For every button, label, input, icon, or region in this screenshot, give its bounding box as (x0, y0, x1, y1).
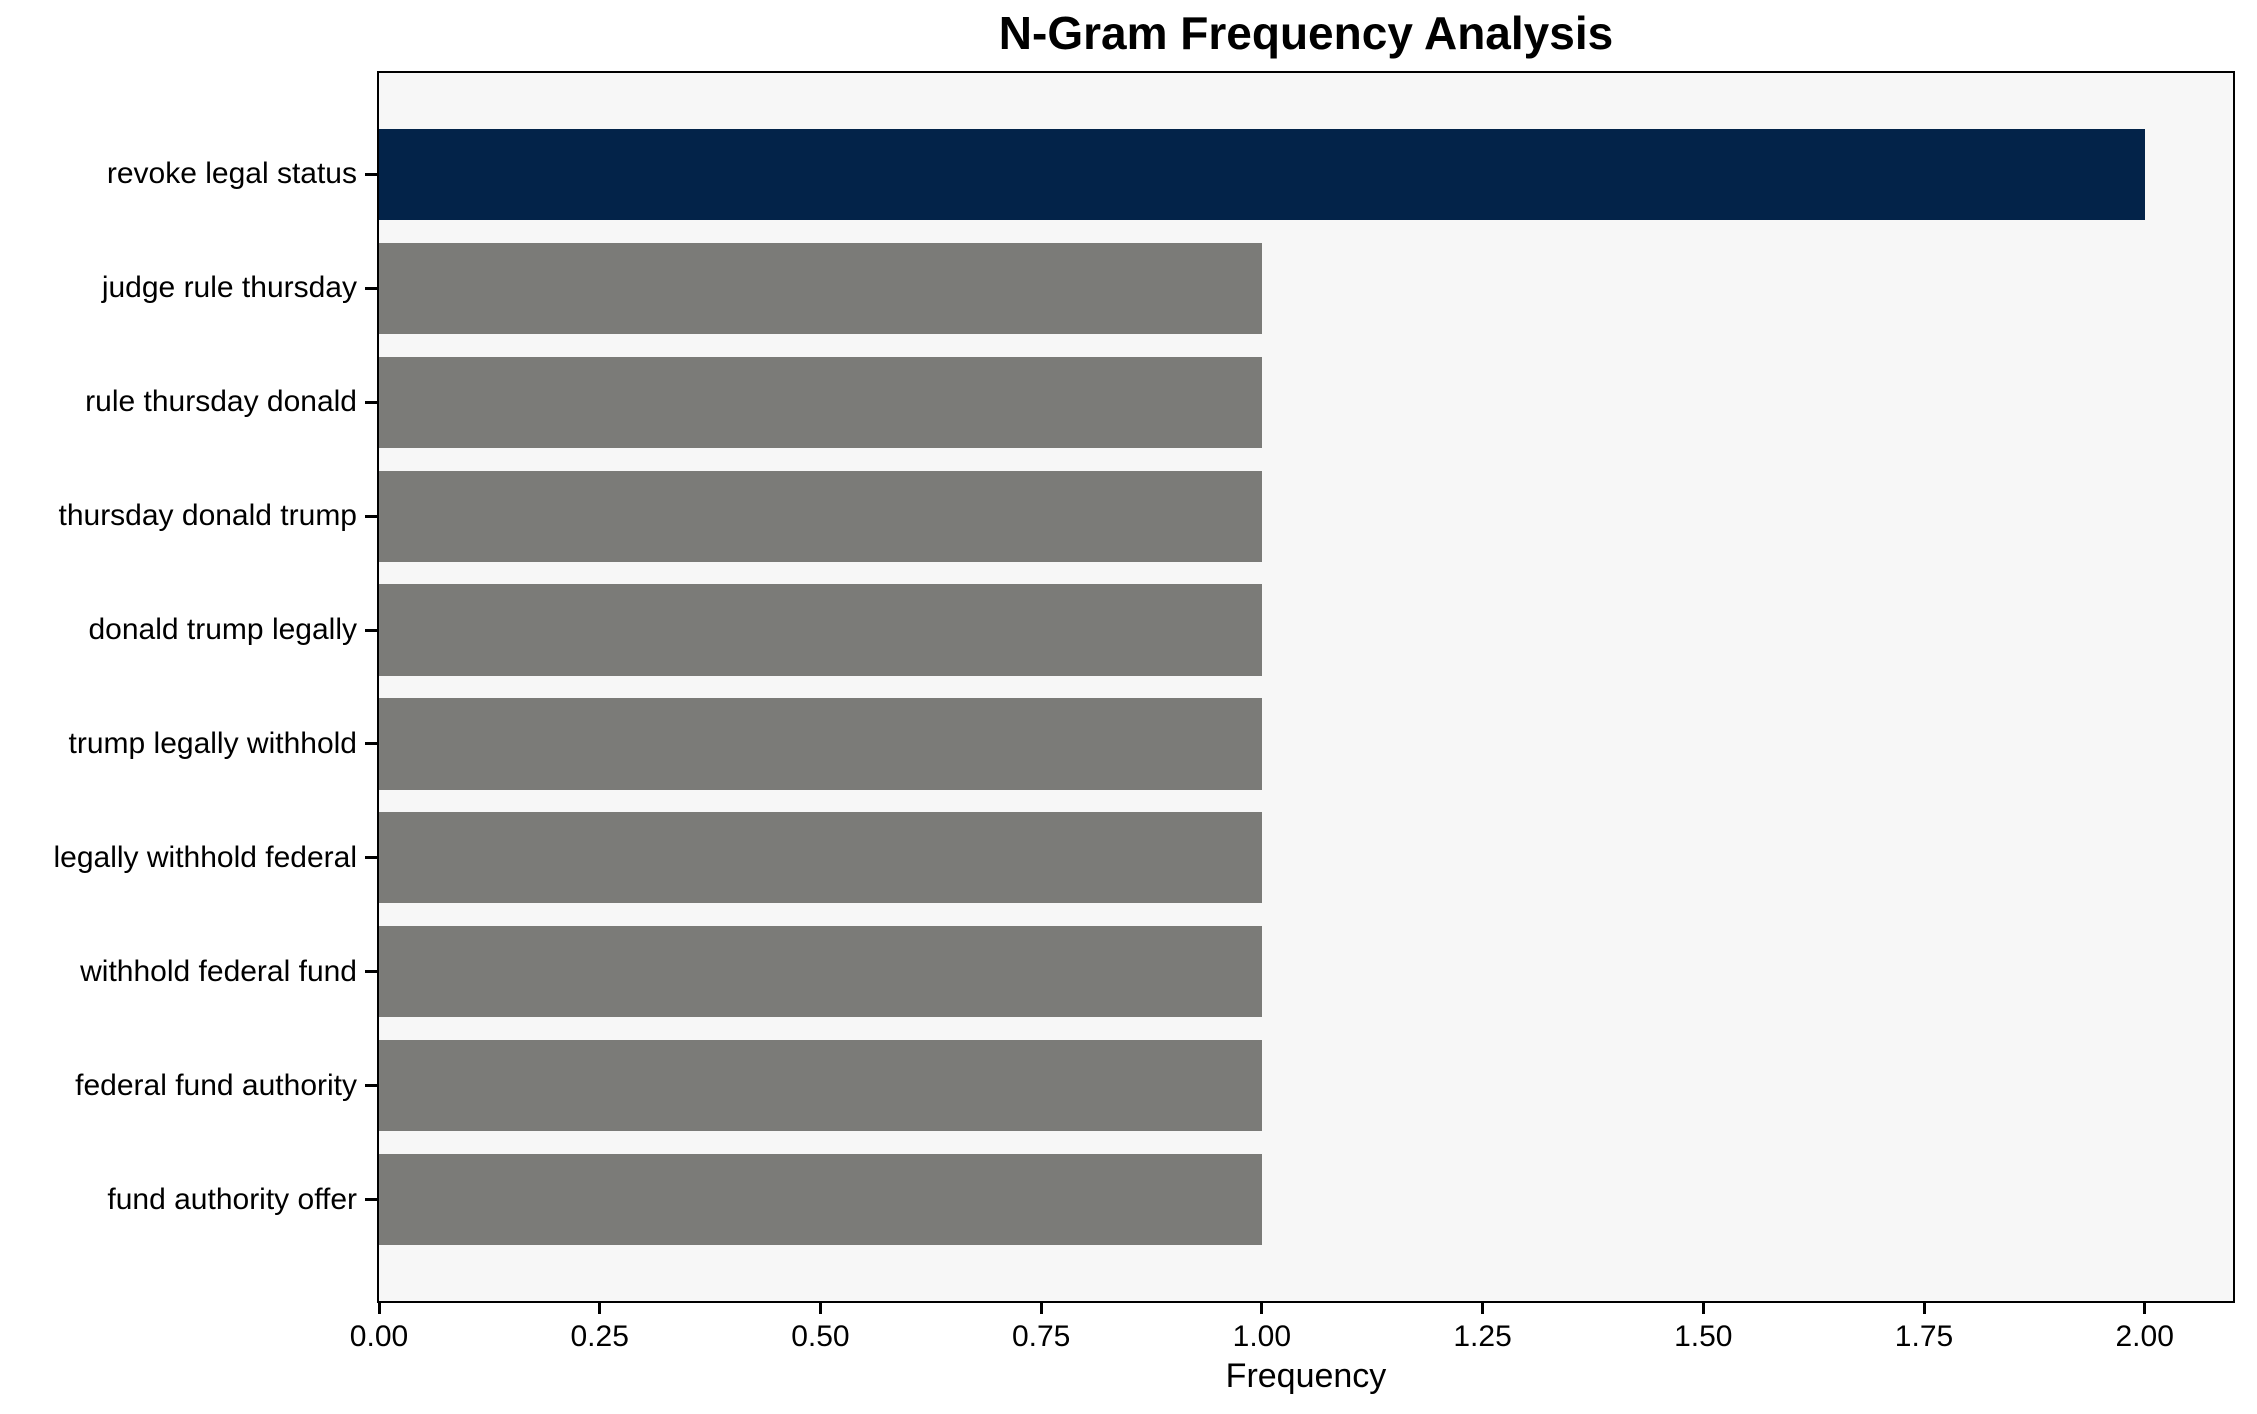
y-tick (365, 172, 377, 176)
y-tick (365, 400, 377, 404)
y-tick (365, 970, 377, 974)
bar (379, 584, 1262, 676)
bar (379, 812, 1262, 904)
x-tick (2143, 1303, 2147, 1314)
x-tick (1260, 1303, 1264, 1314)
x-tick-label: 1.75 (1894, 1320, 1954, 1353)
bar (379, 356, 1262, 448)
y-tick (365, 742, 377, 746)
x-tick (818, 1303, 822, 1314)
x-tick-label: 0.25 (570, 1320, 629, 1353)
y-axis-label: trump legally withhold (68, 726, 357, 760)
x-axis-title: Frequency (1225, 1357, 1387, 1395)
y-axis-label: withhold federal fund (80, 954, 357, 988)
x-tick-label: 2.00 (2115, 1320, 2174, 1353)
y-axis-label: legally withhold federal (53, 840, 357, 874)
bar (379, 926, 1262, 1018)
x-tick (377, 1303, 381, 1314)
y-tick (365, 628, 377, 632)
y-tick (365, 1084, 377, 1088)
x-tick (1481, 1303, 1485, 1314)
bar (379, 242, 1262, 334)
bar (379, 470, 1262, 562)
x-tick-label: 0.75 (1011, 1320, 1071, 1353)
x-tick-label: 1.25 (1453, 1320, 1512, 1353)
x-tick (598, 1303, 602, 1314)
chart-title: N-Gram Frequency Analysis (998, 7, 1614, 59)
x-tick (1701, 1303, 1705, 1314)
y-axis-label: revoke legal status (106, 157, 357, 191)
bar (379, 1040, 1262, 1132)
x-tick (1922, 1303, 1926, 1314)
bar (379, 128, 2145, 220)
x-tick-label: 0.50 (791, 1320, 850, 1353)
plot-area (377, 71, 2235, 1303)
bar (379, 1154, 1262, 1246)
x-tick-label: 0.00 (349, 1320, 409, 1353)
y-tick (365, 286, 377, 290)
x-tick-label: 1.00 (1232, 1320, 1292, 1353)
x-tick (1039, 1303, 1043, 1314)
y-axis-label: judge rule thursday (101, 271, 357, 305)
y-axis-label: fund authority offer (107, 1182, 357, 1216)
y-axis-label: rule thursday donald (85, 385, 357, 419)
x-tick-label: 1.50 (1674, 1320, 1733, 1353)
y-axis-label: donald trump legally (88, 613, 358, 647)
y-tick (365, 514, 377, 518)
y-axis-label: federal fund authority (75, 1068, 357, 1102)
bar (379, 698, 1262, 790)
y-axis-label: thursday donald trump (58, 499, 357, 533)
y-tick (365, 1198, 377, 1202)
y-tick (365, 856, 377, 860)
